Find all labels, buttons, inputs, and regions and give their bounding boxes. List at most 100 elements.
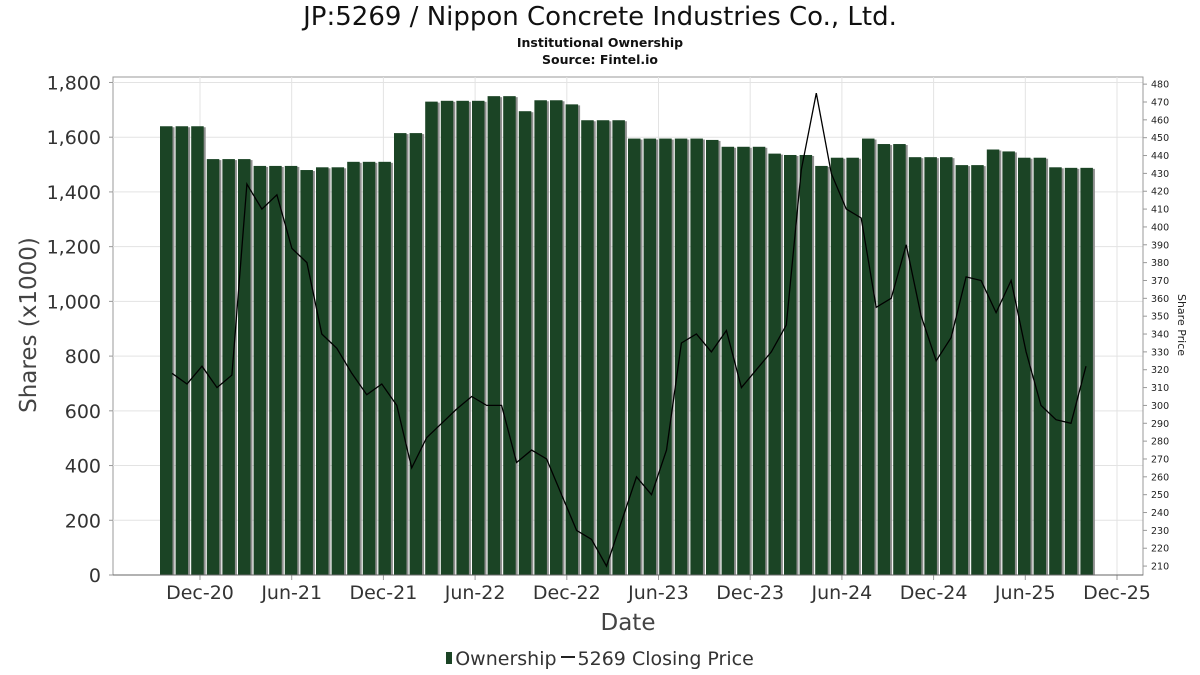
y2-tick-label: 270 bbox=[1151, 454, 1169, 465]
ownership-bar bbox=[222, 159, 235, 576]
y2-tick-label: 400 bbox=[1151, 222, 1169, 233]
y2-tick-label: 380 bbox=[1151, 258, 1169, 269]
y2-axis-label: Share Price bbox=[1175, 294, 1188, 356]
legend: Ownership 5269 Closing Price bbox=[0, 648, 1200, 670]
y-axis-label: Shares (x1000) bbox=[16, 237, 42, 413]
ownership-bar bbox=[581, 120, 594, 575]
ownership-bar bbox=[986, 149, 1000, 575]
y2-tick-label: 350 bbox=[1151, 312, 1169, 323]
ownership-bar bbox=[1080, 167, 1093, 575]
ownership-legend-label: Ownership bbox=[455, 648, 557, 670]
price-line bbox=[171, 92, 1087, 568]
ownership-bar bbox=[862, 138, 875, 576]
ownership-bar bbox=[1018, 157, 1031, 575]
y2-tick-label: 340 bbox=[1151, 330, 1169, 341]
ownership-bar bbox=[737, 146, 750, 575]
y2-tick-label: 420 bbox=[1151, 187, 1169, 198]
ownership-bar bbox=[659, 138, 672, 576]
y-tick-label: 400 bbox=[65, 456, 101, 478]
ownership-bar bbox=[175, 126, 189, 575]
chart-source: Source: Fintel.io bbox=[542, 52, 658, 67]
ownership-bar bbox=[846, 157, 859, 575]
x-tick-label: Jun-24 bbox=[811, 582, 873, 604]
y2-tick-label: 220 bbox=[1151, 544, 1169, 555]
y-tick-label: 800 bbox=[65, 346, 101, 368]
y-tick-label: 1,400 bbox=[47, 182, 101, 204]
ownership-bar bbox=[877, 144, 891, 576]
ownership-bar bbox=[628, 138, 641, 576]
ownership-bar bbox=[752, 146, 766, 575]
y2-tick-label: 300 bbox=[1151, 401, 1169, 412]
ownership-bar bbox=[440, 100, 454, 576]
ownership-bar bbox=[518, 111, 532, 575]
x-tick-label: Dec-21 bbox=[349, 582, 417, 604]
y2-tick-label: 250 bbox=[1151, 490, 1169, 501]
ownership-bar bbox=[815, 165, 828, 575]
ownership-bar bbox=[409, 133, 423, 576]
ownership-bar bbox=[206, 159, 220, 576]
x-tick-label: Dec-22 bbox=[533, 582, 601, 604]
y2-tick-label: 330 bbox=[1151, 347, 1169, 358]
ownership-bar bbox=[721, 146, 735, 575]
y2-tick-label: 280 bbox=[1151, 437, 1169, 448]
y2-tick-label: 410 bbox=[1151, 205, 1169, 216]
ownership-bar bbox=[940, 157, 953, 575]
ownership-bar bbox=[565, 104, 579, 575]
ownership-bar bbox=[706, 139, 719, 575]
ownership-bar bbox=[784, 154, 797, 575]
y2-tick-label: 310 bbox=[1151, 383, 1169, 394]
ownership-bar bbox=[503, 96, 516, 576]
x-tick-label: Dec-24 bbox=[900, 582, 968, 604]
y2-tick-label: 360 bbox=[1151, 294, 1169, 305]
y2-tick-label: 460 bbox=[1151, 115, 1169, 126]
ownership-bar bbox=[253, 165, 267, 575]
ownership-bar bbox=[612, 120, 625, 575]
y2-tick-label: 470 bbox=[1151, 97, 1169, 108]
ownership-bar bbox=[316, 167, 329, 576]
ownership-bar bbox=[908, 157, 922, 575]
x-tick-label: Dec-20 bbox=[166, 582, 234, 604]
y2-tick-label: 370 bbox=[1151, 276, 1169, 287]
ownership-bar bbox=[1033, 157, 1047, 575]
y2-tick-label: 230 bbox=[1151, 526, 1169, 537]
x-tick-label: Jun-25 bbox=[994, 582, 1056, 604]
y2-tick-label: 240 bbox=[1151, 508, 1169, 519]
y-tick-label: 1,200 bbox=[47, 237, 101, 259]
ownership-bar bbox=[472, 100, 485, 576]
y-tick-label: 1,600 bbox=[47, 127, 101, 149]
ownership-bar bbox=[1064, 167, 1078, 575]
ownership-bar bbox=[1002, 151, 1015, 575]
price-legend-swatch bbox=[560, 655, 575, 658]
ownership-bar bbox=[331, 167, 345, 576]
ownership-bar bbox=[191, 126, 204, 575]
x-tick-label: Jun-22 bbox=[444, 582, 506, 604]
y-tick-label: 1,800 bbox=[47, 72, 101, 94]
ownership-bar bbox=[269, 165, 282, 575]
y2-tick-label: 390 bbox=[1151, 240, 1169, 251]
ownership-bar bbox=[347, 161, 360, 576]
ownership-bar bbox=[1049, 167, 1062, 576]
ownership-bar bbox=[893, 144, 906, 576]
ownership-bar bbox=[799, 154, 813, 575]
x-tick-label: Dec-25 bbox=[1083, 582, 1151, 604]
line-layer bbox=[171, 92, 1087, 568]
axis-layer: 0 200 400 600 800 1,000 1,200 1,400 1,600 1,800 De… bbox=[47, 72, 1170, 604]
ownership-bar bbox=[924, 157, 937, 575]
y2-tick-label: 430 bbox=[1151, 169, 1169, 180]
ownership-bar bbox=[378, 161, 391, 576]
y-tick-label: 0 bbox=[89, 565, 101, 587]
ownership-bar bbox=[534, 100, 547, 575]
ownership-bar bbox=[456, 100, 469, 576]
ownership-bar bbox=[830, 157, 844, 575]
y2-tick-label: 290 bbox=[1151, 419, 1169, 430]
ownership-bar bbox=[300, 170, 313, 576]
ownership-bar bbox=[674, 138, 688, 576]
x-tick-label: Jun-21 bbox=[260, 582, 322, 604]
y2-tick-label: 260 bbox=[1151, 472, 1169, 483]
ownership-bar bbox=[955, 165, 969, 575]
y2-tick-label: 210 bbox=[1151, 562, 1169, 573]
y2-tick-label: 450 bbox=[1151, 133, 1169, 144]
y-tick-label: 600 bbox=[65, 401, 101, 423]
y2-tick-label: 320 bbox=[1151, 365, 1169, 376]
x-axis-label: Date bbox=[601, 610, 656, 636]
